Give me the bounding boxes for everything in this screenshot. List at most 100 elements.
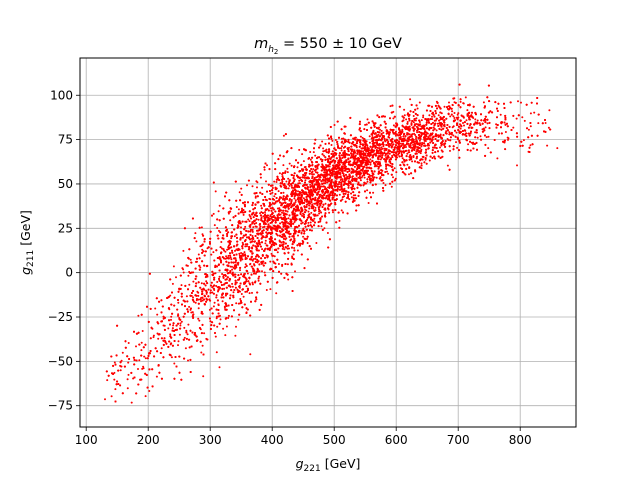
data-point: [171, 282, 174, 285]
data-point: [486, 122, 489, 125]
data-point: [431, 115, 433, 118]
data-point: [235, 325, 237, 328]
data-point: [383, 139, 386, 142]
data-point: [529, 112, 532, 115]
data-point: [445, 130, 448, 133]
data-point: [472, 141, 475, 144]
data-point: [309, 221, 312, 224]
data-point: [179, 322, 182, 325]
data-point: [381, 147, 384, 150]
data-point: [156, 313, 159, 316]
data-point: [384, 184, 387, 187]
data-point: [544, 122, 547, 124]
data-point: [293, 197, 296, 200]
data-point: [261, 248, 264, 251]
data-point: [401, 150, 403, 153]
data-point: [288, 162, 291, 165]
data-point: [106, 379, 109, 382]
data-point: [110, 395, 113, 398]
data-point: [359, 135, 362, 138]
data-point: [456, 146, 459, 149]
data-point: [210, 253, 213, 256]
data-point: [216, 325, 219, 328]
data-point: [520, 101, 522, 104]
data-point: [379, 158, 382, 161]
data-point: [405, 118, 408, 121]
data-point: [403, 114, 406, 117]
data-point: [303, 199, 306, 202]
data-point: [144, 357, 147, 360]
data-point: [440, 112, 443, 115]
data-point: [209, 320, 212, 323]
data-point: [221, 300, 224, 303]
data-point: [203, 332, 206, 335]
data-point: [160, 347, 163, 350]
data-point: [322, 150, 325, 153]
data-point: [452, 125, 455, 128]
data-point: [137, 314, 140, 317]
data-point: [269, 260, 272, 263]
data-point: [380, 146, 383, 149]
data-point: [413, 132, 416, 135]
data-point: [187, 274, 190, 277]
data-point: [389, 105, 392, 108]
data-point: [556, 147, 559, 150]
data-point: [296, 166, 299, 169]
data-point: [244, 263, 247, 266]
data-point: [319, 193, 322, 196]
data-point: [152, 334, 155, 337]
data-point: [537, 122, 540, 125]
data-point: [264, 211, 266, 214]
data-point: [231, 265, 233, 268]
data-point: [135, 345, 137, 348]
data-point: [401, 157, 404, 160]
data-point: [392, 117, 395, 120]
data-point: [303, 166, 306, 169]
data-point: [218, 275, 221, 278]
data-point: [387, 151, 390, 154]
data-point: [251, 259, 254, 262]
data-point: [216, 281, 219, 283]
data-point: [248, 214, 251, 216]
data-point: [351, 176, 354, 178]
data-point: [186, 333, 189, 336]
data-point: [369, 163, 372, 166]
data-point: [378, 126, 380, 129]
data-point: [217, 210, 220, 213]
data-point: [215, 351, 218, 354]
data-point: [226, 248, 229, 251]
data-point: [266, 164, 268, 167]
data-point: [360, 176, 363, 179]
data-point: [144, 395, 147, 398]
data-point: [218, 229, 220, 232]
data-point: [463, 124, 465, 127]
data-point: [271, 191, 274, 194]
data-point: [275, 292, 278, 295]
data-point: [311, 163, 314, 166]
data-point: [257, 218, 260, 221]
data-point: [339, 179, 342, 181]
data-point: [227, 317, 230, 319]
data-point: [192, 271, 195, 274]
data-point: [197, 298, 200, 301]
data-point: [235, 302, 238, 305]
data-point: [240, 226, 242, 229]
data-point: [239, 269, 241, 272]
data-point: [376, 146, 379, 149]
data-point: [449, 115, 452, 118]
data-point: [251, 291, 253, 294]
data-point: [194, 232, 197, 235]
data-point: [314, 206, 317, 209]
data-point: [321, 140, 324, 143]
data-point: [262, 215, 265, 218]
data-point: [229, 271, 232, 274]
data-point: [341, 145, 343, 148]
data-point: [218, 204, 221, 207]
data-point: [338, 193, 341, 196]
data-point: [171, 327, 174, 330]
data-point: [366, 189, 369, 192]
data-point: [169, 294, 172, 297]
data-point: [482, 101, 485, 104]
data-point: [142, 367, 145, 370]
data-point: [185, 295, 188, 298]
